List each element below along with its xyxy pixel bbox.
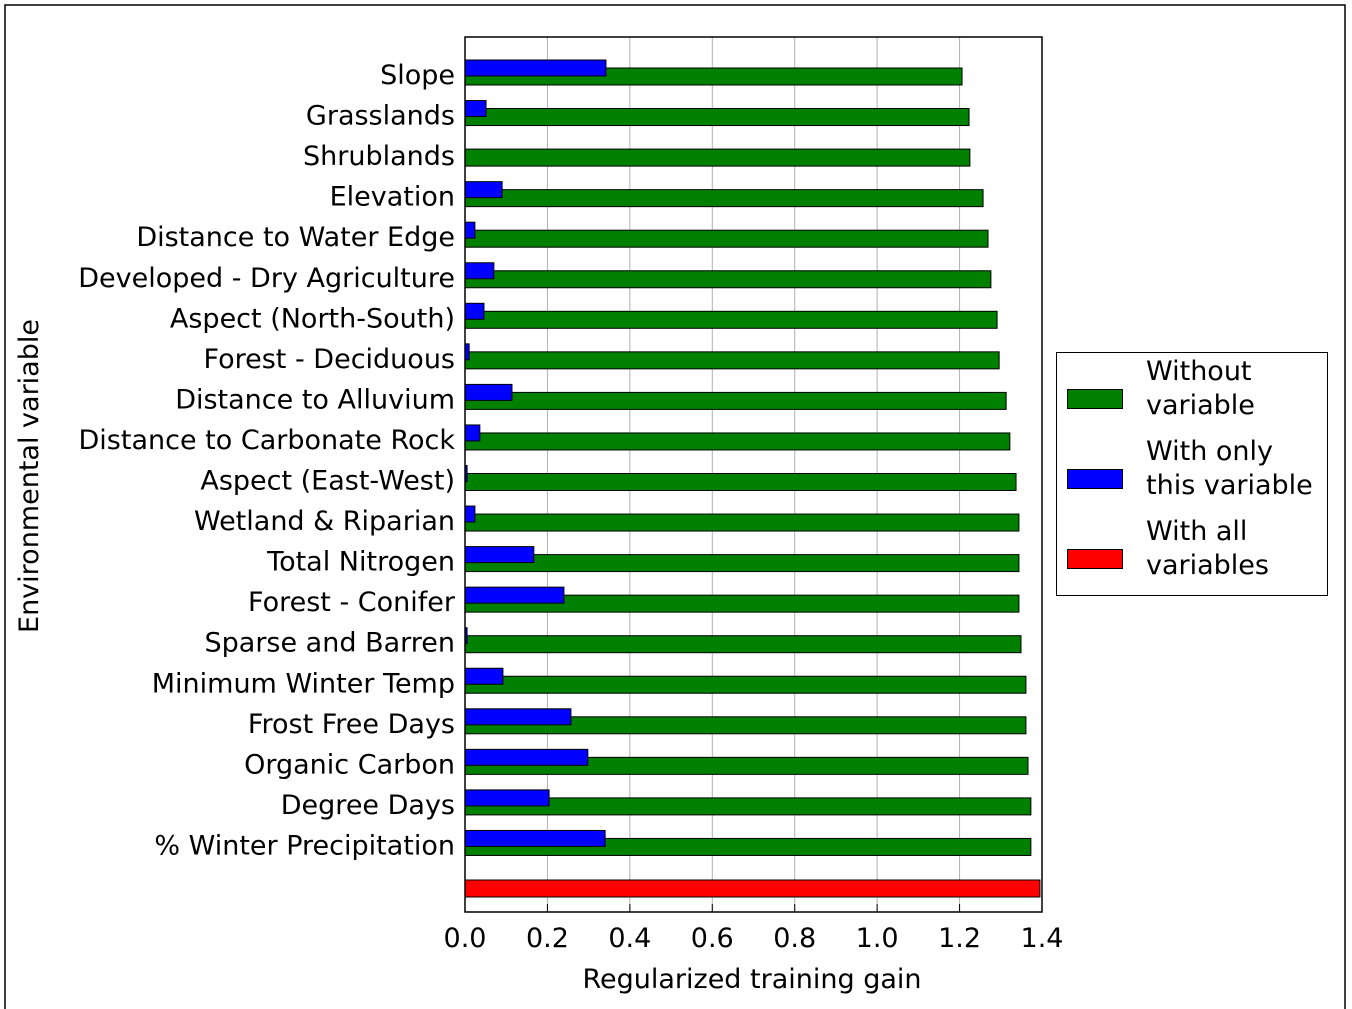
bar	[464, 108, 970, 127]
bar	[464, 391, 1007, 410]
y-tick-label: Elevation	[330, 182, 455, 213]
bar	[464, 748, 589, 766]
bar	[464, 789, 550, 807]
frame	[4, 4, 1346, 1009]
legend-label: Without variable	[1146, 356, 1255, 421]
bar	[464, 181, 503, 199]
y-tick-label: Aspect (North-South)	[170, 303, 455, 334]
legend-item: With only this variable	[1057, 433, 1327, 513]
y-tick-label: Minimum Winter Temp	[152, 668, 455, 699]
y-tick-label: Degree Days	[281, 790, 455, 821]
y-tick-label: Sparse and Barren	[205, 628, 456, 659]
x-tick-label: 0.8	[773, 923, 816, 954]
legend-item: Without variable	[1057, 353, 1327, 433]
bar	[464, 505, 476, 523]
bar	[464, 432, 1011, 451]
bar	[464, 675, 1027, 694]
legend: Without variable With only this variable W…	[1056, 352, 1328, 596]
y-tick-label: Wetland & Riparian	[194, 506, 455, 537]
bar	[464, 221, 476, 239]
bar	[464, 100, 487, 118]
y-tick-label: Distance to Alluvium	[175, 384, 455, 415]
bar	[464, 586, 565, 604]
bar	[464, 554, 1020, 573]
bar	[464, 635, 1022, 654]
bar	[464, 351, 1000, 370]
y-tick-label: Forest - Conifer	[248, 587, 456, 618]
x-tick-label: 0.4	[608, 923, 651, 954]
bar	[464, 59, 607, 77]
y-axis-label: Environmental variable	[14, 319, 45, 633]
bar	[464, 829, 606, 847]
bar	[464, 546, 535, 564]
x-tick-label: 1.2	[938, 923, 981, 954]
x-tick-label: 1.4	[1021, 923, 1064, 954]
plot-frame	[464, 36, 1043, 913]
y-tick-label: Organic Carbon	[244, 749, 455, 780]
bar	[464, 148, 971, 167]
legend-swatch	[1067, 469, 1123, 489]
x-tick-label: 1.0	[856, 923, 899, 954]
bar	[464, 667, 504, 685]
bar	[464, 189, 984, 208]
y-tick-label: Frost Free Days	[248, 709, 455, 740]
bar	[464, 879, 1041, 898]
y-tick-label: % Winter Precipitation	[154, 830, 455, 861]
y-tick-label: Aspect (East-West)	[200, 466, 455, 497]
x-tick-label: 0.6	[691, 923, 734, 954]
bar	[464, 262, 495, 280]
y-tick-label: Distance to Water Edge	[136, 222, 455, 253]
bar	[464, 513, 1020, 532]
bar	[464, 383, 513, 401]
legend-item: With all variables	[1057, 513, 1327, 593]
y-tick-label: Shrublands	[303, 141, 455, 172]
bar	[464, 797, 1032, 816]
legend-label: With only this variable	[1146, 436, 1313, 501]
x-axis-label: Regularized training gain	[582, 964, 921, 995]
legend-swatch	[1067, 389, 1123, 409]
y-tick-label: Grasslands	[306, 101, 455, 132]
bar	[464, 424, 481, 442]
bar	[464, 270, 992, 289]
y-tick-label: Slope	[380, 60, 455, 91]
y-tick-label: Total Nitrogen	[266, 547, 455, 578]
bar	[464, 708, 572, 726]
bar	[464, 473, 1017, 491]
y-tick-label: Distance to Carbonate Rock	[79, 425, 456, 456]
y-tick-label: Forest - Deciduous	[204, 344, 455, 375]
x-tick-label: 0.0	[444, 923, 487, 954]
legend-swatch	[1067, 549, 1123, 569]
bar	[464, 302, 485, 320]
x-tick-label: 0.2	[526, 923, 569, 954]
y-tick-label: Developed - Dry Agriculture	[78, 263, 455, 294]
bar	[464, 310, 998, 329]
bar	[464, 229, 989, 248]
legend-label: With all variables	[1146, 516, 1269, 581]
